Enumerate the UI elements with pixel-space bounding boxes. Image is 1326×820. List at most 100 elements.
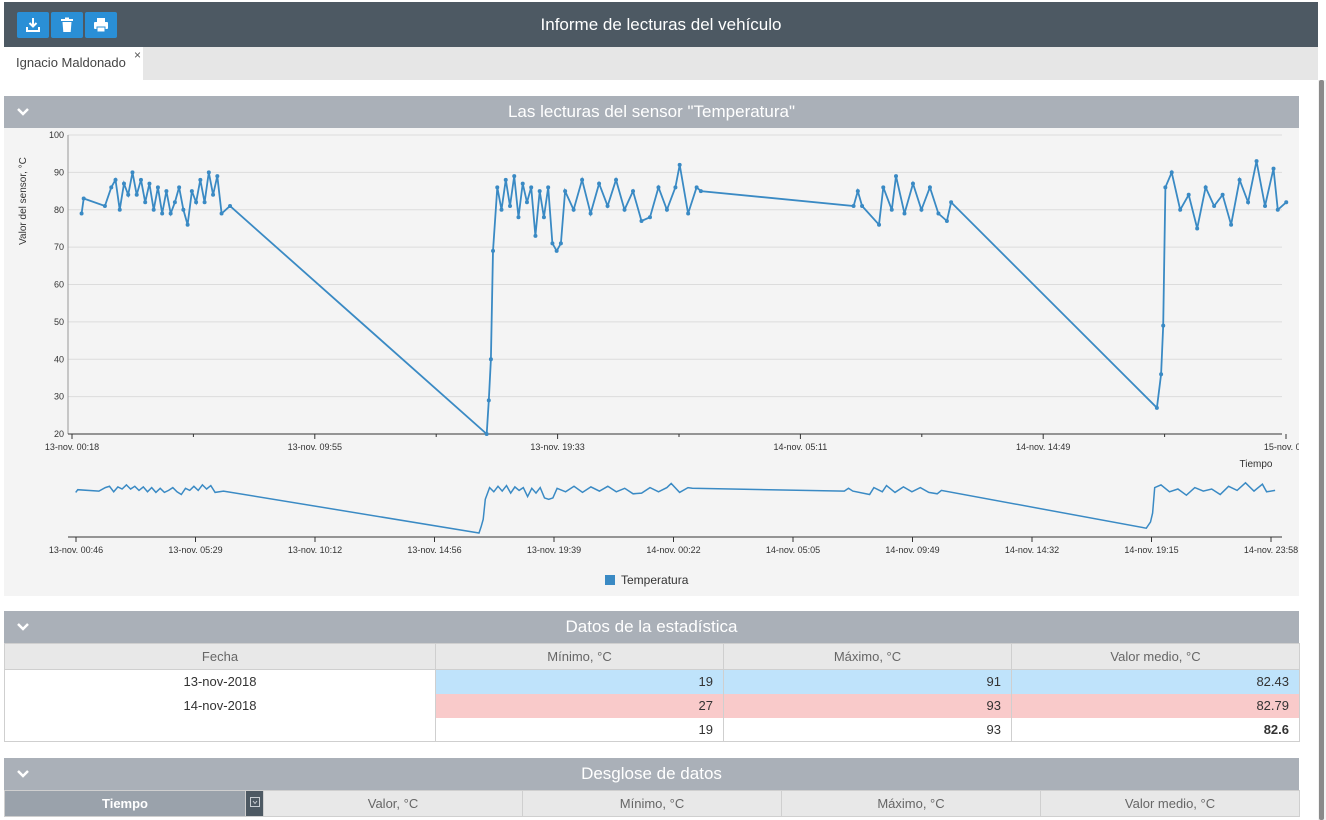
data-point: [113, 177, 118, 182]
data-point: [1186, 192, 1191, 197]
y-tick-label: 100: [49, 130, 64, 140]
download-button[interactable]: [17, 12, 49, 38]
legend-swatch: [605, 575, 615, 585]
column-header-max[interactable]: Máximo, °C: [723, 643, 1012, 670]
data-point: [1195, 226, 1200, 231]
data-point: [488, 357, 493, 362]
stats-table: Fecha Mínimo, °C Máximo, °C Valor medio,…: [4, 643, 1300, 742]
window-title: Informe de lecturas del vehículo: [540, 15, 782, 34]
series-line: [80, 161, 1287, 436]
navigator-line: [75, 481, 1276, 534]
data-point: [580, 177, 585, 182]
data-point: [524, 200, 529, 205]
table-row[interactable]: 14-nov-2018 27 93 82.79: [4, 693, 1300, 718]
column-header-avg[interactable]: Valor medio, °C: [1011, 643, 1300, 670]
column-header-max[interactable]: Máximo, °C: [781, 790, 1041, 817]
x-tick-label: 15-nov. 00:: [1264, 442, 1299, 452]
data-point: [647, 215, 652, 220]
cell-min: 27: [435, 693, 724, 718]
data-point: [673, 185, 678, 190]
data-point: [109, 185, 114, 190]
column-header-tiempo[interactable]: Tiempo: [4, 790, 246, 817]
data-point: [198, 177, 203, 182]
y-tick-label: 80: [54, 205, 64, 215]
y-tick-label: 90: [54, 167, 64, 177]
legend[interactable]: Temperatura: [605, 573, 689, 587]
navigator-plot: [68, 481, 1282, 538]
cell-avg: 82.79: [1011, 693, 1300, 718]
data-point: [597, 181, 602, 186]
series-temperatura: [79, 159, 1289, 436]
data-point: [694, 185, 699, 190]
data-point: [1229, 222, 1234, 227]
chevron-down-icon[interactable]: [16, 758, 32, 790]
scrollbar[interactable]: [1318, 80, 1326, 820]
close-icon[interactable]: ×: [133, 48, 141, 62]
filter-button[interactable]: [245, 790, 264, 817]
print-icon: [94, 18, 108, 33]
column-header-valor[interactable]: Valor, °C: [263, 790, 523, 817]
breakdown-header-row: Tiempo Valor, °C Mínimo, °C Máximo, °C V…: [4, 790, 1300, 817]
scrollbar-thumb[interactable]: [1319, 80, 1324, 820]
data-point: [605, 204, 610, 209]
data-point: [134, 192, 139, 197]
data-point: [1178, 207, 1183, 212]
data-point: [1203, 185, 1208, 190]
stats-section-header[interactable]: Datos de la estadística: [4, 611, 1299, 643]
data-point: [631, 189, 636, 194]
data-point: [686, 211, 691, 216]
data-point: [1275, 207, 1280, 212]
cell-max-total: 93: [723, 717, 1012, 742]
data-point: [117, 207, 122, 212]
stats-header-row: Fecha Mínimo, °C Máximo, °C Valor medio,…: [4, 643, 1300, 670]
chart-section-title: Las lecturas del sensor "Temperatura": [507, 102, 796, 121]
column-header-min[interactable]: Mínimo, °C: [435, 643, 724, 670]
data-point: [164, 189, 169, 194]
x-tick-label: 13-nov. 19:33: [530, 442, 584, 452]
cell-min-total: 19: [435, 717, 724, 742]
data-point: [215, 174, 220, 179]
data-point: [484, 432, 489, 436]
data-point: [181, 207, 186, 212]
data-point: [533, 233, 538, 238]
x-tick-label: 13-nov. 00:18: [45, 442, 99, 452]
chart-section-header[interactable]: Las lecturas del sensor "Temperatura": [4, 96, 1299, 128]
data-point: [902, 211, 907, 216]
data-point: [546, 185, 551, 190]
cell-max: 93: [723, 693, 1012, 718]
data-point: [79, 211, 84, 216]
filter-icon: [249, 797, 260, 807]
x-tick-label: 13-nov. 09:55: [288, 442, 342, 452]
data-point: [155, 185, 160, 190]
print-button[interactable]: [85, 12, 117, 38]
breakdown-section-header[interactable]: Desglose de datos: [4, 758, 1299, 790]
y-tick-label: 30: [54, 392, 64, 402]
navigator-tick-label: 14-nov. 00:22: [646, 545, 700, 555]
tab-vehicle-driver[interactable]: Ignacio Maldonado ×: [4, 47, 143, 80]
table-row[interactable]: 13-nov-2018 19 91 82.43: [4, 669, 1300, 694]
data-point: [495, 185, 500, 190]
data-point: [151, 207, 156, 212]
data-point: [1254, 159, 1259, 164]
data-point: [554, 248, 559, 253]
chevron-down-icon[interactable]: [16, 611, 32, 643]
navigator-tick-label: 14-nov. 23:58: [1244, 545, 1298, 555]
data-point: [1163, 185, 1168, 190]
chevron-down-icon[interactable]: [16, 96, 32, 128]
data-point: [851, 204, 856, 209]
tab-label: Ignacio Maldonado: [16, 55, 126, 70]
data-point: [855, 189, 860, 194]
data-point: [571, 207, 576, 212]
y-axis-ticks: 20 30 40 50 60 70 80 90 100: [49, 130, 64, 439]
column-header-fecha[interactable]: Fecha: [4, 643, 436, 670]
data-point: [81, 196, 86, 201]
delete-button[interactable]: [51, 12, 83, 38]
data-point: [177, 185, 182, 190]
y-tick-label: 50: [54, 317, 64, 327]
column-header-avg[interactable]: Valor medio, °C: [1040, 790, 1300, 817]
column-header-min[interactable]: Mínimo, °C: [522, 790, 782, 817]
cell-date: 13-nov-2018: [4, 669, 436, 694]
data-point: [512, 174, 517, 179]
data-point: [1237, 177, 1242, 182]
